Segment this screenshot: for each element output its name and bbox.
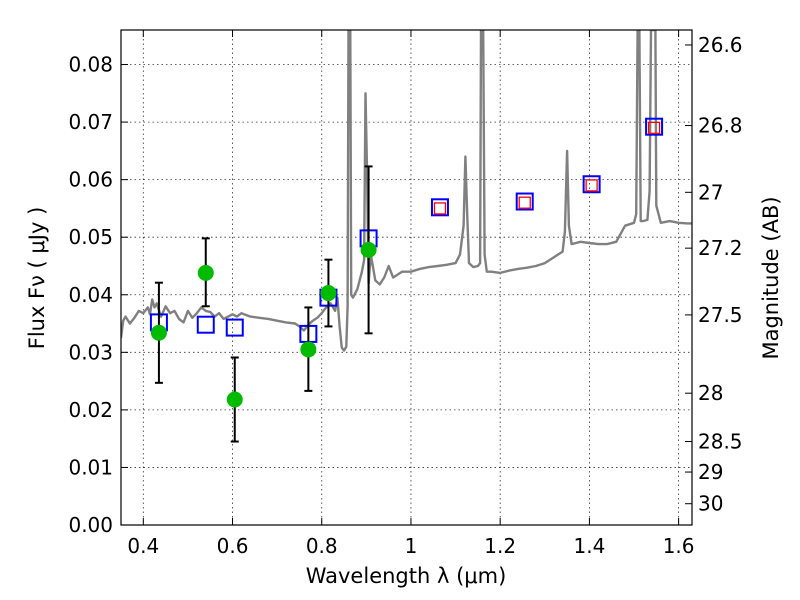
ticks: 0.4 0.6 0.8 1 1.2 1.4 1.6 0.00 0.01 0.02 0.03 0.04 0… (68, 30, 743, 558)
blue-square-marker (225, 318, 244, 337)
x-axis-label: Wavelength λ (μm) (306, 564, 507, 588)
blue-square-marker (645, 117, 664, 136)
y-tick-label: 0.05 (68, 225, 113, 249)
observed-flux-point (320, 285, 337, 302)
y-tick-label: 0.08 (68, 53, 113, 77)
x-tick-label: 0.6 (217, 534, 249, 558)
x-tick-label: 1.2 (484, 534, 516, 558)
red-square-marker (433, 202, 447, 215)
y2-tick-label: 27 (698, 180, 723, 204)
blue-square-marker (196, 315, 215, 334)
x-tick-label: 1.6 (663, 534, 695, 558)
plot-frame (120, 29, 693, 526)
red-square-marker (518, 196, 531, 209)
y-tick-label: 0.02 (68, 398, 113, 422)
observed-flux-point (150, 324, 167, 341)
y-tick-label: 0.03 (68, 340, 113, 364)
blue-square-marker (430, 198, 449, 217)
markers-layer (149, 117, 664, 443)
y2-tick-label: 26.8 (698, 114, 743, 138)
y-tick-label: 0.00 (68, 513, 113, 537)
x-tick-label: 1 (405, 534, 418, 558)
y-axis-label: Flux Fν ( μJy ) (25, 207, 49, 350)
y2-tick-label: 27.2 (698, 236, 743, 260)
y2-tick-label: 28 (698, 381, 723, 405)
y-tick-label: 0.04 (68, 283, 113, 307)
y2-tick-label: 26.6 (698, 33, 743, 57)
x-tick-label: 0.4 (127, 534, 159, 558)
y2-tick-label: 30 (698, 492, 723, 516)
observed-flux-point (197, 264, 214, 281)
y-tick-label: 0.01 (68, 455, 113, 479)
red-square-marker (647, 121, 661, 134)
observed-flux-point (360, 241, 377, 258)
x-tick-label: 0.8 (306, 534, 338, 558)
grid (121, 30, 692, 526)
observed-flux-point (300, 341, 317, 358)
blue-square-marker (582, 175, 601, 194)
observed-flux-point (226, 391, 243, 408)
y2-tick-label: 27.5 (698, 303, 743, 327)
red-square-marker (585, 179, 598, 192)
y-tick-label: 0.07 (68, 110, 113, 134)
y2-tick-label: 29 (698, 460, 723, 484)
x-tick-label: 1.4 (573, 534, 605, 558)
y2-tick-label: 28.5 (698, 430, 743, 454)
y-tick-label: 0.06 (68, 168, 113, 192)
blue-square-marker (515, 192, 534, 211)
y2-axis-label: Magnitude (AB) (759, 196, 783, 359)
